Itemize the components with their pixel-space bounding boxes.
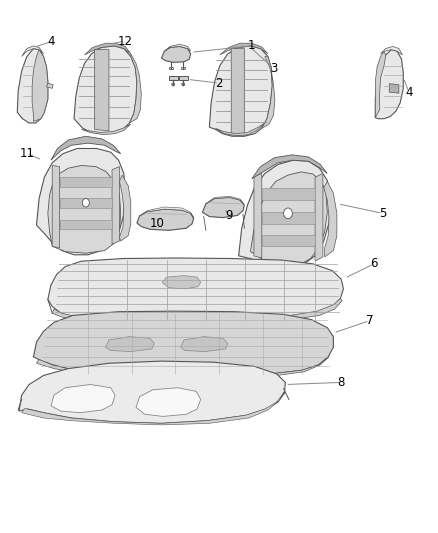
Polygon shape [120,175,131,241]
Polygon shape [262,235,315,246]
Polygon shape [181,67,185,69]
Text: 4: 4 [47,35,55,48]
Polygon shape [220,43,268,55]
Polygon shape [48,165,121,253]
Polygon shape [140,207,194,217]
Polygon shape [106,337,154,352]
Polygon shape [262,188,315,200]
Polygon shape [48,258,343,323]
Polygon shape [389,84,399,93]
Circle shape [284,208,292,219]
Text: 8: 8 [338,376,345,389]
Polygon shape [161,46,191,62]
Polygon shape [262,56,275,128]
Polygon shape [162,276,201,289]
Text: 12: 12 [118,35,133,47]
Polygon shape [130,54,141,123]
Polygon shape [179,76,187,80]
Text: 10: 10 [149,217,164,230]
Polygon shape [375,51,386,118]
Polygon shape [85,43,131,55]
Polygon shape [51,136,121,160]
Polygon shape [171,84,175,86]
Polygon shape [112,166,120,244]
Text: 9: 9 [225,209,232,222]
Polygon shape [19,361,286,423]
Polygon shape [60,198,112,208]
Text: 7: 7 [366,314,373,327]
Polygon shape [206,196,244,204]
Polygon shape [36,357,329,379]
Polygon shape [46,83,53,88]
Polygon shape [32,50,48,122]
Polygon shape [33,311,333,377]
Text: 2: 2 [215,77,223,90]
Polygon shape [21,46,43,56]
Text: 6: 6 [370,257,378,270]
Polygon shape [252,155,327,179]
Polygon shape [136,387,201,416]
Polygon shape [21,391,285,425]
Polygon shape [315,173,323,261]
Polygon shape [74,46,137,134]
Text: 3: 3 [270,62,277,75]
Polygon shape [239,160,330,268]
Polygon shape [215,123,265,136]
Text: 4: 4 [405,86,413,99]
Polygon shape [51,384,115,413]
Polygon shape [164,44,191,51]
Polygon shape [52,298,342,325]
Text: 5: 5 [379,207,386,220]
Polygon shape [169,76,177,80]
Polygon shape [231,49,244,136]
Text: 11: 11 [19,147,35,160]
Polygon shape [60,220,112,229]
Polygon shape [181,84,185,86]
Polygon shape [180,337,228,352]
Polygon shape [36,149,125,255]
Polygon shape [169,67,173,69]
Polygon shape [202,197,244,217]
Polygon shape [381,46,403,55]
Polygon shape [60,177,112,187]
Polygon shape [17,49,48,123]
Polygon shape [251,172,327,266]
Polygon shape [262,212,315,224]
Circle shape [82,198,89,207]
Polygon shape [324,181,337,257]
Polygon shape [209,46,272,136]
Polygon shape [95,50,109,131]
Text: 1: 1 [248,39,255,52]
Polygon shape [255,262,289,281]
Polygon shape [375,50,403,119]
Polygon shape [254,173,262,258]
Polygon shape [81,124,131,135]
Polygon shape [52,165,60,248]
Polygon shape [137,209,194,230]
